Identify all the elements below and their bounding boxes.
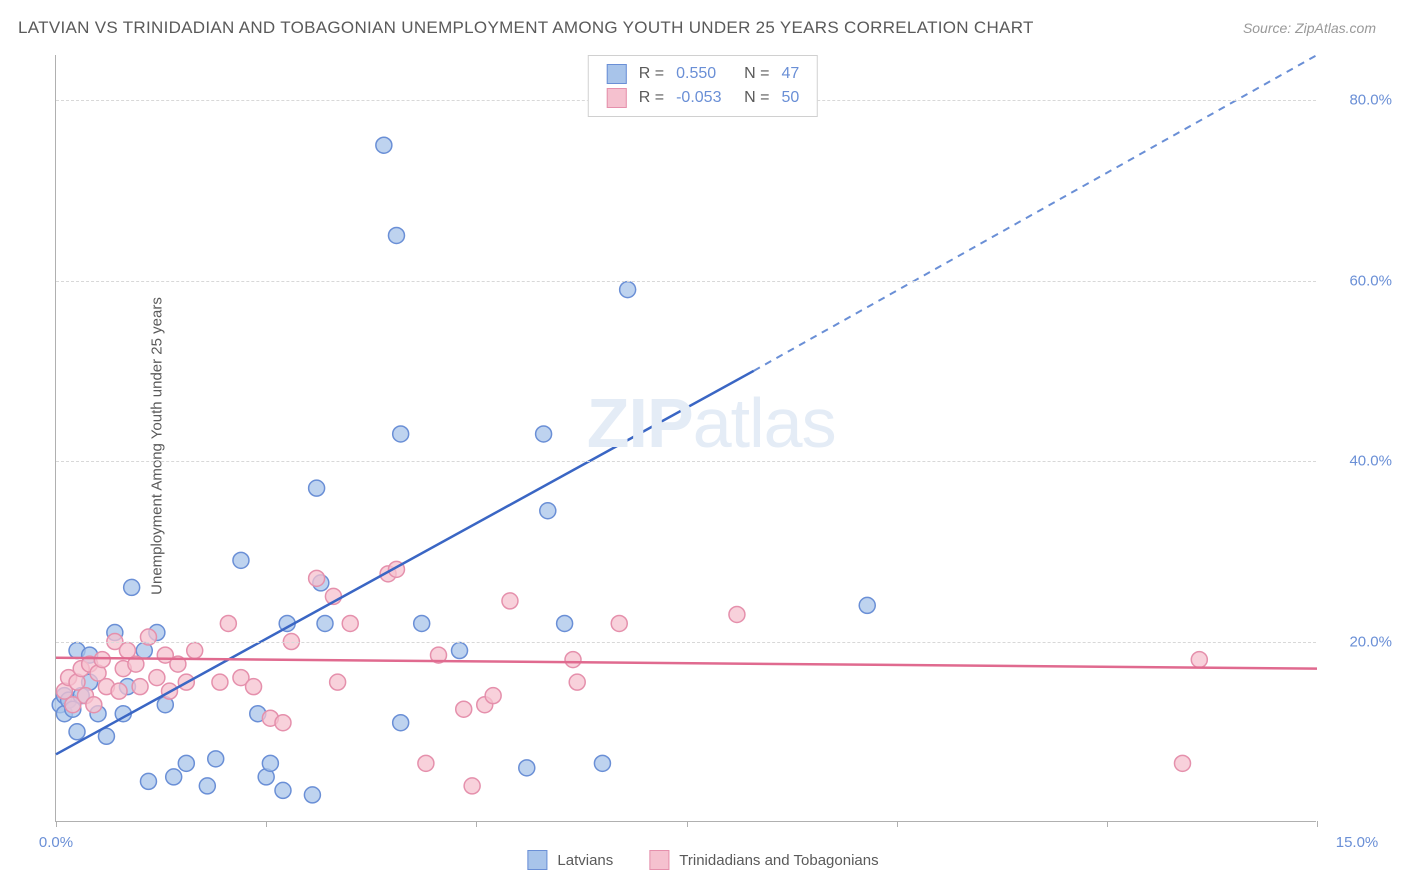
grid-line — [56, 642, 1316, 643]
data-point — [502, 593, 518, 609]
data-point — [309, 570, 325, 586]
data-point — [275, 782, 291, 798]
legend-row: R = 0.550 N = 47 — [607, 62, 799, 86]
data-point — [620, 282, 636, 298]
data-point — [729, 606, 745, 622]
legend-swatch — [607, 64, 627, 84]
n-value: 47 — [781, 65, 799, 83]
y-tick-label: 80.0% — [1349, 92, 1392, 109]
n-label: N = — [744, 65, 769, 83]
data-point — [220, 615, 236, 631]
data-point — [132, 679, 148, 695]
data-point — [149, 670, 165, 686]
r-value: -0.053 — [676, 89, 732, 107]
data-point — [140, 629, 156, 645]
plot-area: ZIPatlas 20.0%40.0%60.0%80.0%0.0%15.0% — [55, 55, 1316, 822]
data-point — [536, 426, 552, 442]
data-point — [178, 755, 194, 771]
data-point — [376, 137, 392, 153]
data-point — [452, 643, 468, 659]
legend-swatch — [607, 88, 627, 108]
data-point — [418, 755, 434, 771]
data-point — [124, 579, 140, 595]
correlation-chart: LATVIAN VS TRINIDADIAN AND TOBAGONIAN UN… — [0, 0, 1406, 892]
data-point — [330, 674, 346, 690]
data-point — [94, 652, 110, 668]
data-point — [565, 652, 581, 668]
data-point — [246, 679, 262, 695]
source-attribution: Source: ZipAtlas.com — [1243, 20, 1376, 36]
x-tick — [476, 821, 477, 827]
legend-swatch — [527, 850, 547, 870]
trend-line — [56, 658, 1317, 669]
series-legend-item: Trinidadians and Tobagonians — [649, 850, 878, 870]
data-point — [414, 615, 430, 631]
y-tick-label: 20.0% — [1349, 633, 1392, 650]
data-point — [69, 724, 85, 740]
data-point — [557, 615, 573, 631]
data-point — [540, 503, 556, 519]
data-point — [317, 615, 333, 631]
y-tick-label: 60.0% — [1349, 272, 1392, 289]
x-tick — [1317, 821, 1318, 827]
data-point — [187, 643, 203, 659]
data-point — [859, 597, 875, 613]
correlation-legend: R = 0.550 N = 47 R = -0.053 N = 50 — [588, 55, 818, 117]
data-point — [569, 674, 585, 690]
data-point — [1174, 755, 1190, 771]
y-tick-label: 40.0% — [1349, 453, 1392, 470]
x-tick-label: 0.0% — [39, 834, 73, 851]
data-point — [342, 615, 358, 631]
x-tick — [1107, 821, 1108, 827]
plot-svg — [56, 55, 1316, 821]
data-point — [519, 760, 535, 776]
x-tick — [897, 821, 898, 827]
data-point — [393, 426, 409, 442]
data-point — [304, 787, 320, 803]
data-point — [166, 769, 182, 785]
legend-row: R = -0.053 N = 50 — [607, 86, 799, 110]
data-point — [262, 755, 278, 771]
x-tick — [56, 821, 57, 827]
n-label: N = — [744, 89, 769, 107]
data-point — [456, 701, 472, 717]
data-point — [233, 552, 249, 568]
chart-title: LATVIAN VS TRINIDADIAN AND TOBAGONIAN UN… — [18, 18, 1034, 38]
data-point — [86, 697, 102, 713]
grid-line — [56, 281, 1316, 282]
series-legend-item: Latvians — [527, 850, 613, 870]
series-legend-label: Latvians — [557, 852, 613, 869]
series-legend-label: Trinidadians and Tobagonians — [679, 852, 878, 869]
data-point — [275, 715, 291, 731]
data-point — [199, 778, 215, 794]
n-value: 50 — [781, 89, 799, 107]
r-label: R = — [639, 65, 664, 83]
data-point — [208, 751, 224, 767]
data-point — [594, 755, 610, 771]
data-point — [309, 480, 325, 496]
r-label: R = — [639, 89, 664, 107]
trend-line-extension — [754, 55, 1317, 371]
data-point — [1191, 652, 1207, 668]
data-point — [212, 674, 228, 690]
data-point — [611, 615, 627, 631]
data-point — [464, 778, 480, 794]
data-point — [388, 227, 404, 243]
series-legend: Latvians Trinidadians and Tobagonians — [527, 850, 878, 870]
legend-swatch — [649, 850, 669, 870]
data-point — [140, 773, 156, 789]
x-tick — [687, 821, 688, 827]
data-point — [111, 683, 127, 699]
data-point — [393, 715, 409, 731]
data-point — [485, 688, 501, 704]
x-tick-label: 15.0% — [1336, 834, 1379, 851]
x-tick — [266, 821, 267, 827]
grid-line — [56, 461, 1316, 462]
r-value: 0.550 — [676, 65, 732, 83]
